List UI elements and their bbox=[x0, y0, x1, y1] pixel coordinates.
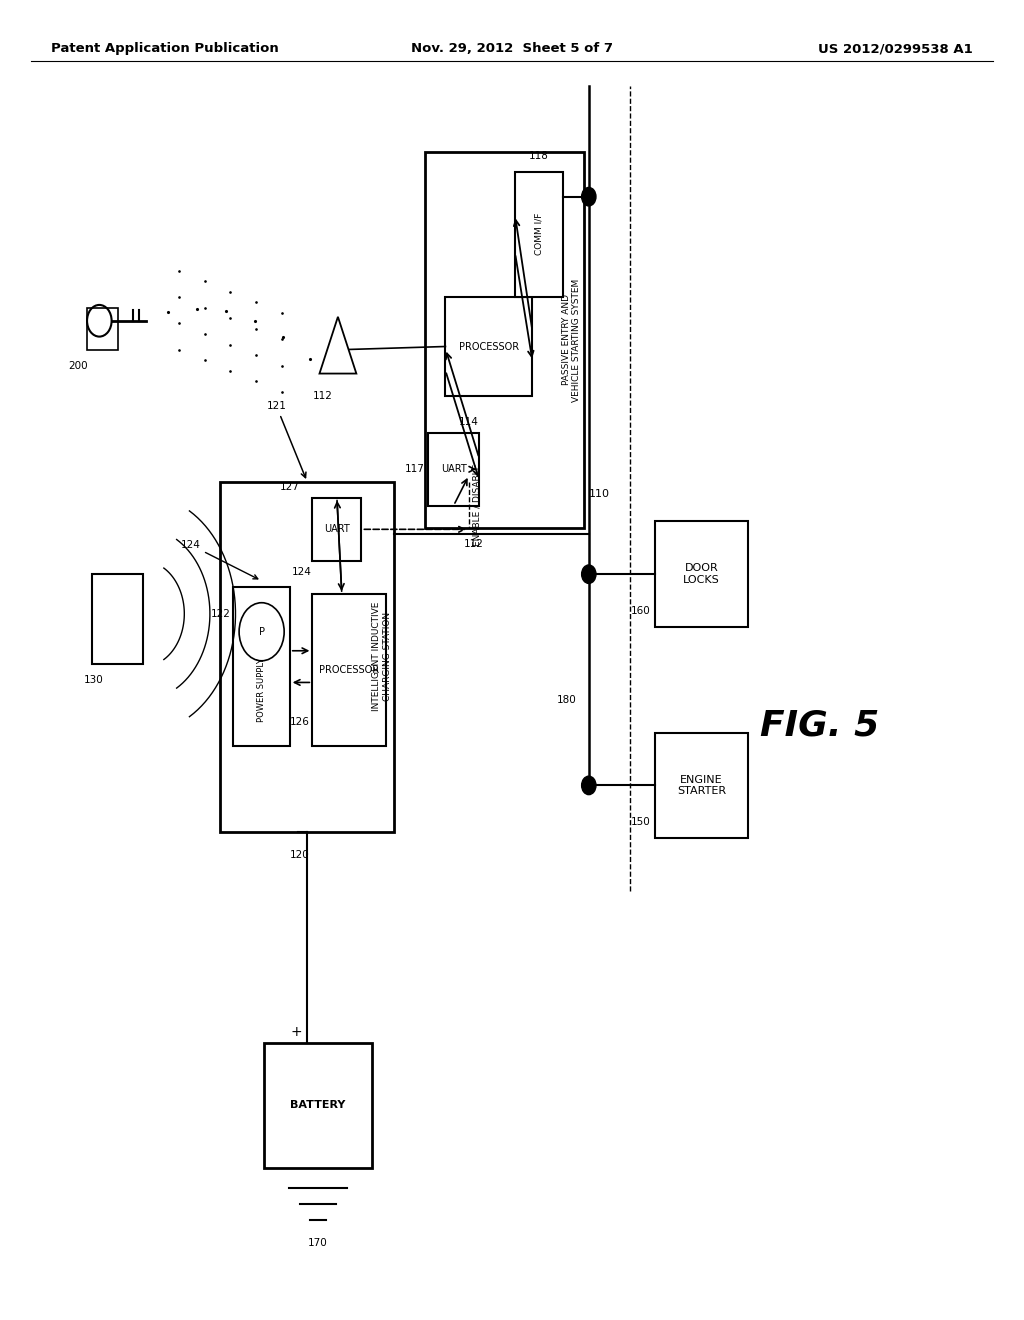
Text: 150: 150 bbox=[631, 817, 650, 828]
Polygon shape bbox=[319, 317, 356, 374]
Bar bbox=[233, 587, 290, 746]
Text: 126: 126 bbox=[290, 717, 309, 727]
Text: 130: 130 bbox=[84, 675, 103, 685]
Circle shape bbox=[582, 187, 596, 206]
Text: 112: 112 bbox=[464, 539, 484, 549]
Bar bbox=[655, 733, 748, 838]
Text: Patent Application Publication: Patent Application Publication bbox=[51, 42, 279, 55]
Text: 170: 170 bbox=[308, 1238, 328, 1249]
Text: PASSIVE ENTRY AND
VEHICLE STARTING SYSTEM: PASSIVE ENTRY AND VEHICLE STARTING SYSTE… bbox=[562, 279, 581, 401]
Bar bbox=[92, 574, 143, 664]
Bar bbox=[428, 433, 479, 506]
Bar bbox=[312, 498, 361, 561]
Text: BATTERY: BATTERY bbox=[290, 1101, 346, 1110]
Text: 124: 124 bbox=[180, 540, 258, 579]
Text: 160: 160 bbox=[631, 606, 650, 616]
Bar bbox=[312, 594, 386, 746]
Text: 110: 110 bbox=[589, 488, 610, 499]
Text: POWER SUPPLY: POWER SUPPLY bbox=[257, 659, 266, 722]
Bar bbox=[655, 521, 748, 627]
Text: PROCESSOR: PROCESSOR bbox=[319, 665, 379, 675]
Text: +: + bbox=[291, 1026, 302, 1039]
Text: ENGINE
STARTER: ENGINE STARTER bbox=[677, 775, 726, 796]
Circle shape bbox=[582, 776, 596, 795]
Text: PROCESSOR: PROCESSOR bbox=[459, 342, 519, 351]
Bar bbox=[445, 297, 532, 396]
Text: 180: 180 bbox=[557, 694, 577, 705]
Bar bbox=[425, 152, 584, 528]
Text: UART: UART bbox=[324, 524, 350, 535]
Circle shape bbox=[582, 565, 596, 583]
Text: 114: 114 bbox=[459, 417, 478, 428]
Bar bbox=[515, 172, 563, 297]
Text: 124: 124 bbox=[292, 566, 311, 577]
Text: DOOR
LOCKS: DOOR LOCKS bbox=[683, 564, 720, 585]
Text: UART: UART bbox=[440, 465, 467, 474]
Text: 117: 117 bbox=[406, 465, 425, 474]
Text: P: P bbox=[259, 627, 264, 636]
Text: US 2012/0299538 A1: US 2012/0299538 A1 bbox=[818, 42, 973, 55]
Bar bbox=[220, 482, 394, 832]
Text: 122: 122 bbox=[211, 609, 230, 619]
Bar bbox=[264, 1043, 372, 1168]
Text: INTELLIGENT INDUCTIVE
CHARGING STATION: INTELLIGENT INDUCTIVE CHARGING STATION bbox=[373, 602, 391, 711]
Text: 120: 120 bbox=[290, 850, 309, 861]
Text: 200: 200 bbox=[69, 360, 88, 371]
Text: 118: 118 bbox=[529, 150, 549, 161]
Text: Nov. 29, 2012  Sheet 5 of 7: Nov. 29, 2012 Sheet 5 of 7 bbox=[411, 42, 613, 55]
Text: 127: 127 bbox=[281, 482, 300, 492]
Text: 112: 112 bbox=[313, 391, 333, 401]
Text: 121: 121 bbox=[266, 401, 306, 478]
Text: FIG. 5: FIG. 5 bbox=[760, 709, 879, 743]
Bar bbox=[87, 308, 118, 350]
Text: COMM I/F: COMM I/F bbox=[535, 213, 544, 256]
Text: ENABLE / DISABLE: ENABLE / DISABLE bbox=[473, 463, 481, 546]
